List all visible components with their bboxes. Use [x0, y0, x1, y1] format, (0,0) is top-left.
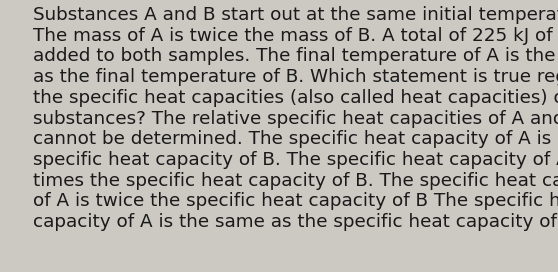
Text: of A is twice the specific heat capacity of B The specific heat: of A is twice the specific heat capacity…: [33, 192, 558, 210]
Text: specific heat capacity of B. The specific heat capacity of A is four: specific heat capacity of B. The specifi…: [33, 151, 558, 169]
Text: The mass of A is twice the mass of B. A total of 225 kJ of heat is: The mass of A is twice the mass of B. A …: [33, 27, 558, 45]
Text: the specific heat capacities (also called heat capacities) of these: the specific heat capacities (also calle…: [33, 89, 558, 107]
Text: capacity of A is the same as the specific heat capacity of B.: capacity of A is the same as the specifi…: [33, 213, 558, 231]
Text: cannot be determined. The specific heat capacity of A is half the: cannot be determined. The specific heat …: [33, 130, 558, 148]
Text: added to both samples. The final temperature of A is the same: added to both samples. The final tempera…: [33, 47, 558, 65]
Text: Substances A and B start out at the same initial temperature.: Substances A and B start out at the same…: [33, 6, 558, 24]
Text: as the final temperature of B. Which statement is true regarding: as the final temperature of B. Which sta…: [33, 68, 558, 86]
Text: substances? The relative specific heat capacities of A and B: substances? The relative specific heat c…: [33, 110, 558, 128]
Text: times the specific heat capacity of B. The specific heat capacity: times the specific heat capacity of B. T…: [33, 172, 558, 190]
